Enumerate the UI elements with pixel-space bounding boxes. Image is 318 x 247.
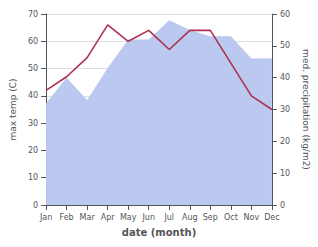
svg-text:60: 60 — [280, 10, 290, 19]
svg-text:May: May — [120, 213, 137, 222]
svg-text:Nov: Nov — [244, 213, 260, 222]
svg-text:20: 20 — [280, 137, 290, 146]
svg-text:Jun: Jun — [141, 213, 155, 222]
svg-text:date (month): date (month) — [122, 227, 196, 238]
svg-text:Mar: Mar — [80, 213, 96, 222]
svg-text:50: 50 — [280, 41, 290, 50]
svg-text:30: 30 — [28, 119, 38, 128]
svg-text:10: 10 — [28, 173, 38, 182]
svg-text:50: 50 — [28, 64, 38, 73]
svg-text:max temp (C): max temp (C) — [8, 78, 18, 140]
svg-text:Aug: Aug — [182, 213, 198, 222]
svg-text:0: 0 — [280, 201, 285, 210]
svg-text:0: 0 — [33, 201, 38, 210]
svg-text:30: 30 — [280, 105, 290, 114]
svg-text:Feb: Feb — [60, 213, 74, 222]
svg-text:Jul: Jul — [163, 213, 174, 222]
svg-text:Oct: Oct — [224, 213, 238, 222]
svg-text:20: 20 — [28, 146, 38, 155]
svg-text:60: 60 — [28, 37, 38, 46]
svg-text:Sep: Sep — [203, 213, 218, 222]
svg-text:Apr: Apr — [101, 213, 116, 222]
svg-text:med. precipitation (kg/m2): med. precipitation (kg/m2) — [301, 49, 311, 170]
svg-text:Dec: Dec — [264, 213, 279, 222]
svg-text:40: 40 — [28, 91, 38, 100]
svg-text:Jan: Jan — [39, 213, 52, 222]
svg-text:10: 10 — [280, 169, 290, 178]
svg-text:40: 40 — [280, 73, 290, 82]
svg-text:70: 70 — [28, 10, 38, 19]
